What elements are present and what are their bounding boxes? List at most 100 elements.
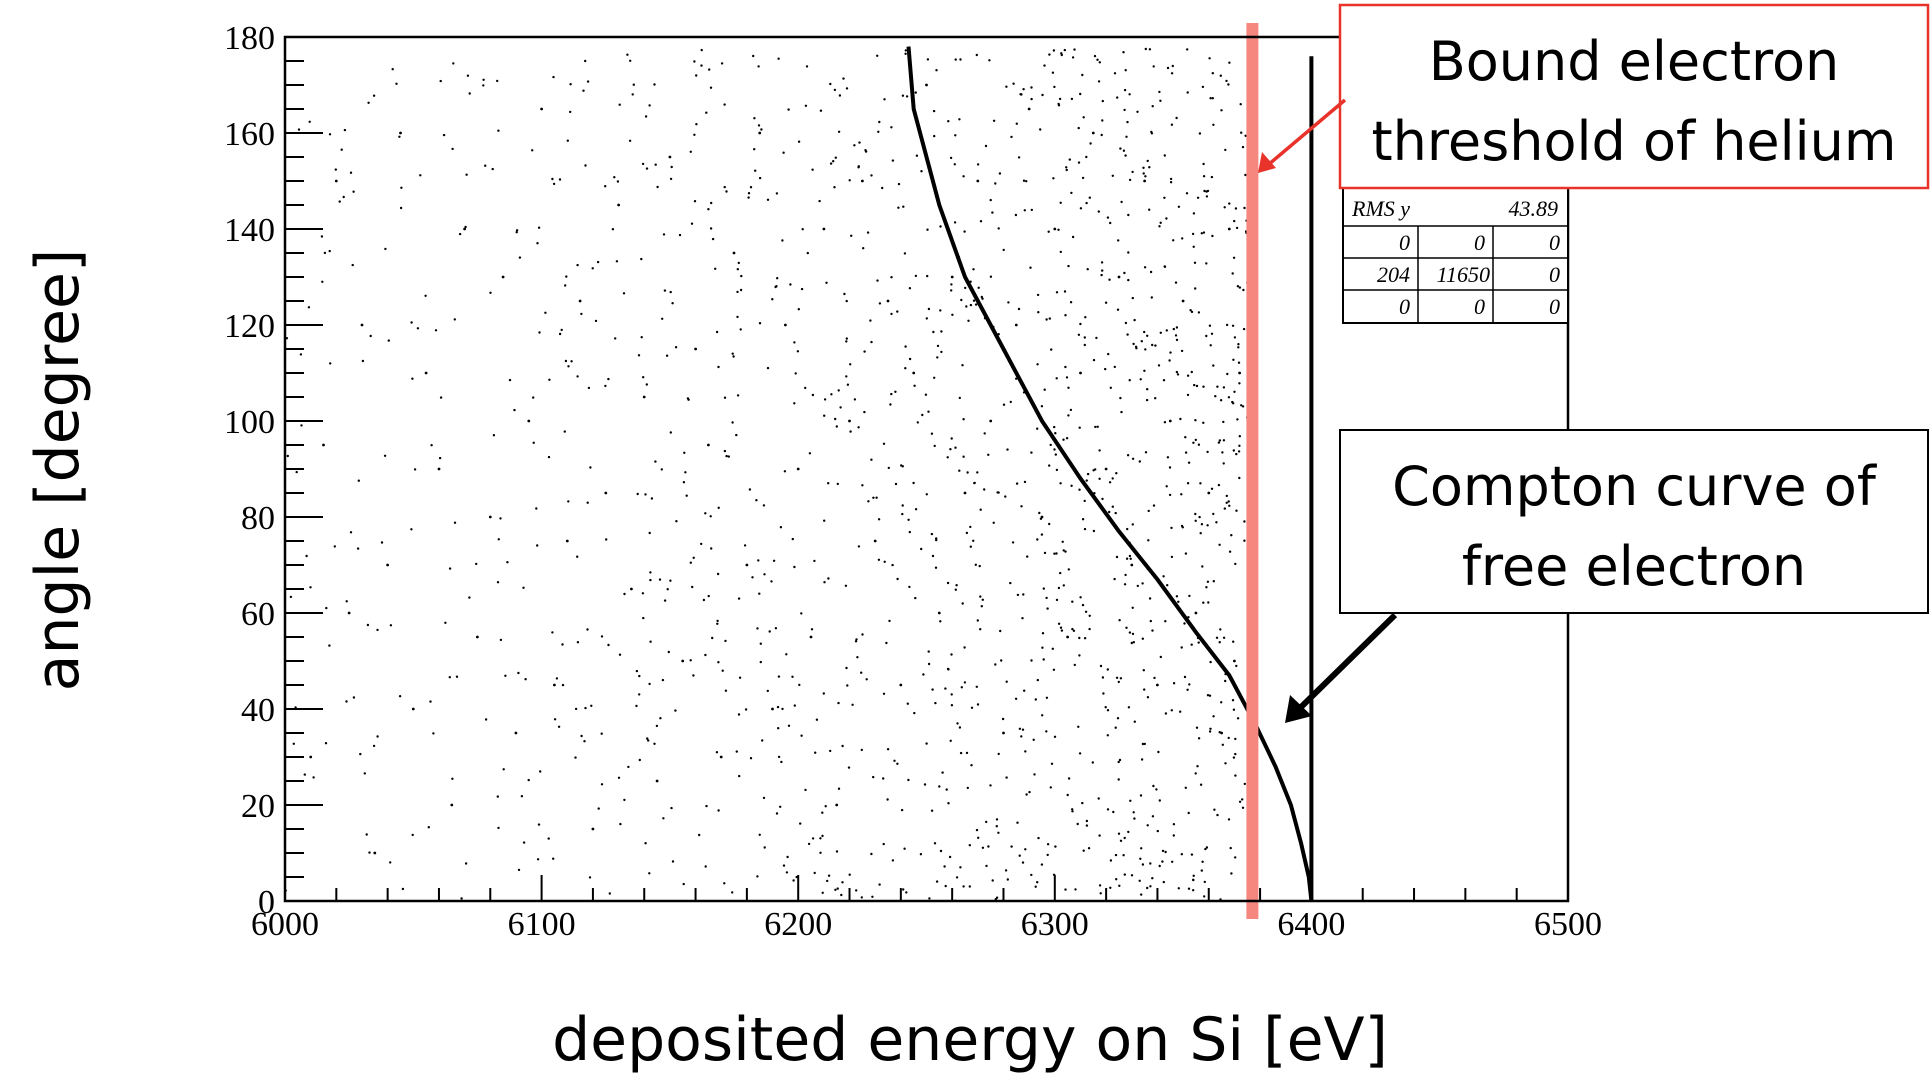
data-point [761,739,764,742]
data-point [1187,811,1190,815]
data-point [1041,93,1044,97]
data-point [1123,873,1127,876]
data-point [1104,706,1107,709]
data-point [821,891,824,894]
data-point [323,251,327,255]
data-point [975,53,978,57]
data-point [836,482,839,486]
data-point [691,585,694,589]
data-point [804,386,807,390]
data-point [1063,48,1067,52]
data-point [850,234,853,237]
data-point [707,443,710,447]
data-point [891,859,895,862]
data-point [723,882,726,885]
data-point [399,131,402,135]
data-point [927,410,930,413]
data-point [758,322,762,325]
data-point [1040,863,1044,866]
data-point [921,413,924,417]
data-point [1226,372,1229,376]
data-point [813,871,816,875]
data-point [448,567,452,570]
data-point [878,120,881,124]
data-point [1190,853,1194,856]
data-point [1186,688,1189,691]
stats-cell: 0 [1549,262,1560,287]
data-point [1232,708,1236,711]
data-point [522,841,526,844]
data-point [693,133,696,136]
data-point [627,765,630,769]
data-point [482,84,485,87]
data-point [1241,405,1245,408]
data-point [834,888,837,891]
data-point [920,170,923,173]
data-point [744,708,748,711]
data-point [324,742,328,745]
data-point [1117,832,1121,835]
data-point [395,82,398,86]
data-point [1098,61,1102,64]
data-point [1055,377,1058,380]
data-point [997,227,1000,230]
data-point [977,286,980,289]
data-point [565,275,568,278]
data-point [1017,156,1021,159]
data-point [1232,756,1236,759]
data-point [1054,845,1057,848]
annotation-compton: Compton curve of free electron [1285,429,1929,723]
data-point [826,879,829,883]
data-point [815,718,819,721]
data-point [653,83,656,86]
data-point [309,755,313,759]
data-point [1146,886,1149,890]
data-point [1102,692,1105,695]
data-point [427,826,430,829]
data-point [1088,614,1091,617]
data-point [1161,849,1165,853]
data-point [969,303,973,307]
data-point [1016,593,1020,597]
data-point [882,692,886,695]
data-point [857,426,860,429]
data-point [961,602,964,605]
data-point [959,58,962,61]
data-point [841,744,844,748]
data-point [1092,358,1096,362]
data-point [995,825,998,828]
data-point [1079,596,1082,599]
data-point [1128,178,1132,182]
data-point [933,134,936,138]
data-point [655,779,659,783]
data-point [954,134,957,137]
data-point [631,93,634,96]
data-point [785,653,788,656]
data-point [962,455,965,458]
data-point [935,537,938,540]
data-point [1237,346,1240,349]
data-point [1150,130,1153,134]
data-point [1194,772,1197,775]
data-point [1088,627,1091,631]
data-point [450,803,454,807]
data-point [574,707,578,711]
data-point [797,308,800,311]
data-point [1097,80,1101,83]
data-point [1158,799,1162,802]
data-point [1185,192,1189,195]
data-point [567,365,570,368]
data-point [1236,418,1239,421]
data-point [681,659,685,663]
data-point [894,390,897,393]
data-point [1186,374,1190,377]
data-point [1050,762,1054,765]
data-point [894,482,898,486]
data-point [1186,482,1190,485]
data-point [724,639,727,643]
data-point [468,596,471,599]
data-point [611,228,615,231]
data-point [596,260,600,264]
data-point [1092,529,1096,533]
data-point [1227,500,1230,503]
